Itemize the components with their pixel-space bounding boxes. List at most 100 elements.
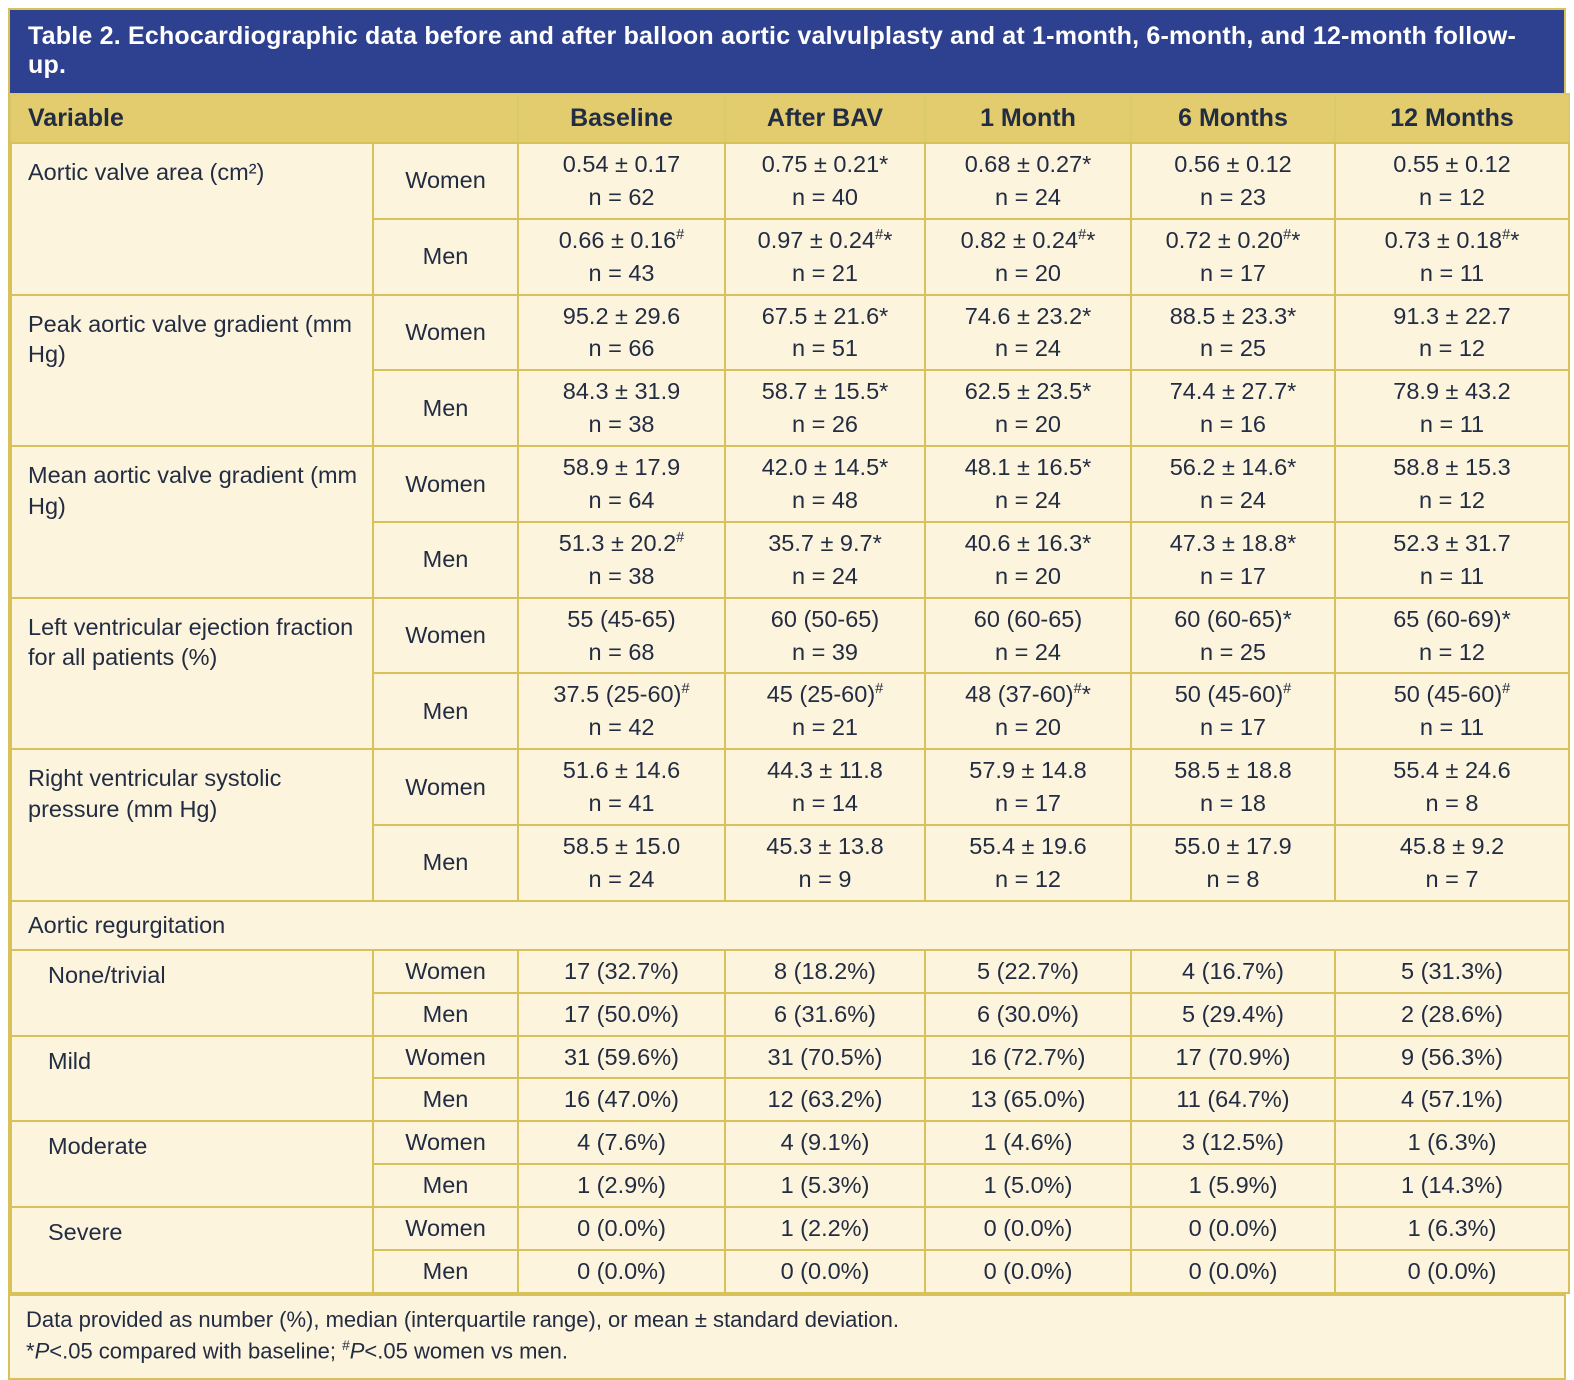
data-cell: 1 (2.9%) (517, 1163, 726, 1209)
data-cell: 1 (6.3%) (1334, 1120, 1570, 1166)
table-footnote: Data provided as number (%), median (int… (10, 1293, 1564, 1378)
cell-value: 58.9 ± 17.9 (562, 454, 681, 481)
cell-n-count: n = 26 (792, 411, 858, 438)
cell-n-count: n = 66 (588, 335, 655, 362)
cell-n-count: n = 42 (588, 714, 655, 741)
data-cell: 1 (5.0%) (924, 1163, 1132, 1209)
column-header-1-month: 1 Month (924, 93, 1132, 144)
cell-value: 4 (16.7%) (1182, 957, 1284, 984)
data-cell: 3 (12.5%) (1130, 1120, 1336, 1166)
sex-label-cell: Men (372, 1077, 519, 1123)
cell-value: 0.56 ± 0.12 (1174, 151, 1292, 177)
cell-n-count: n = 21 (792, 714, 858, 741)
cell-value: 55 (45-65) (567, 605, 676, 632)
table-row: Men 16 (47.0%) 12 (63.2%) 13 (65.0%) 11 (64.… (11, 1077, 1570, 1123)
variable-label-cell: Severe (10, 1206, 374, 1294)
data-cell: 55.4 ± 19.6 n = 12 (924, 824, 1132, 902)
cell-n-count: n = 24 (792, 562, 858, 589)
section-header-cell: Aortic regurgitation (10, 899, 1570, 951)
data-cell: 0.73 ± 0.18#* n = 11 (1334, 217, 1570, 296)
data-cell: 40.6 ± 16.3* n = 20 (924, 520, 1132, 599)
data-cell: 58.5 ± 18.8 n = 18 (1130, 748, 1336, 827)
cell-value: 0 (0.0%) (1188, 1258, 1278, 1285)
column-header-variable: Variable (10, 93, 519, 144)
cell-value: 17 (70.9%) (1175, 1043, 1291, 1070)
cell-n-count: n = 64 (588, 487, 655, 514)
data-cell: 45.3 ± 13.8 n = 9 (724, 824, 926, 902)
sex-label-cell: Women (372, 748, 519, 827)
data-cell: 31 (59.6%) (517, 1034, 726, 1080)
variable-label-cell: Mild (10, 1034, 374, 1123)
cell-value: 1 (14.3%) (1401, 1172, 1503, 1199)
cell-value: 62.5 ± 23.5* (964, 378, 1092, 405)
data-cell: 16 (72.7%) (924, 1034, 1132, 1080)
data-cell: 37.5 (25-60)# n = 42 (517, 672, 726, 751)
footnote-asterisk: * (26, 1338, 35, 1364)
cell-value: 0.72 ± 0.20#* (1165, 226, 1301, 253)
data-cell: 0 (0.0%) (1334, 1249, 1570, 1294)
cell-n-count: n = 20 (995, 411, 1061, 438)
footnote-sex-note: <.05 women vs men. (364, 1338, 569, 1364)
sex-label-cell: Men (372, 369, 519, 448)
cell-value: 0.75 ± 0.21* (761, 151, 889, 177)
cell-value: 5 (31.3%) (1401, 957, 1503, 984)
data-cell: 44.3 ± 11.8 n = 14 (724, 748, 926, 827)
footnote-p-symbol: P (34, 1338, 50, 1364)
sex-label-cell: Women (372, 1206, 519, 1252)
sex-label-cell: Women (372, 293, 519, 372)
data-cell: 58.7 ± 15.5* n = 26 (724, 369, 926, 448)
data-cell: 12 (63.2%) (724, 1077, 926, 1123)
variable-label-cell: Peak aortic valve gradient (mm Hg) (10, 293, 374, 448)
cell-value: 56.2 ± 14.6* (1169, 454, 1297, 481)
cell-value: 74.6 ± 23.2* (964, 302, 1092, 329)
data-cell: 1 (5.9%) (1130, 1163, 1336, 1209)
data-cell: 62.5 ± 23.5* n = 20 (924, 369, 1132, 448)
cell-value: 67.5 ± 21.6* (761, 302, 889, 329)
cell-value: 0.66 ± 0.16# (558, 226, 685, 253)
data-cell: 58.9 ± 17.9 n = 64 (517, 445, 726, 523)
cell-value: 0.82 ± 0.24#* (960, 226, 1096, 253)
data-cell: 0.56 ± 0.12 n = 23 (1130, 142, 1336, 220)
cell-n-count: n = 40 (792, 183, 858, 210)
cell-n-count: n = 16 (1200, 411, 1266, 438)
cell-value: 16 (72.7%) (970, 1043, 1086, 1070)
data-cell: 11 (64.7%) (1130, 1077, 1336, 1123)
cell-value: 0 (0.0%) (983, 1258, 1073, 1285)
data-cell: 51.6 ± 14.6 n = 41 (517, 748, 726, 827)
cell-value: 1 (5.0%) (983, 1172, 1073, 1199)
cell-value: 0 (0.0%) (983, 1215, 1073, 1242)
data-cell: 0 (0.0%) (724, 1249, 926, 1294)
data-cell: 74.4 ± 27.7* n = 16 (1130, 369, 1336, 448)
footnote-line-1: Data provided as number (%), median (int… (26, 1306, 899, 1332)
cell-n-count: n = 24 (1200, 487, 1266, 514)
cell-value: 4 (7.6%) (577, 1129, 666, 1156)
data-cell: 31 (70.5%) (724, 1034, 926, 1080)
cell-value: 1 (6.3%) (1407, 1129, 1497, 1156)
table-row: Men 58.5 ± 15.0 n = 24 45.3 ± 13.8 n = 9 55.4… (11, 824, 1570, 902)
table-row: Men 51.3 ± 20.2# n = 38 35.7 ± 9.7* n = 24 40… (11, 520, 1570, 599)
data-cell: 5 (22.7%) (924, 948, 1132, 994)
cell-n-count: n = 12 (1419, 335, 1485, 362)
cell-value: 0 (0.0%) (780, 1258, 870, 1285)
cell-value: 74.4 ± 27.7* (1169, 378, 1297, 405)
data-cell: 48 (37-60)#* n = 20 (924, 672, 1132, 751)
data-cell: 55.0 ± 17.9 n = 8 (1130, 824, 1336, 902)
data-cell: 58.8 ± 15.3 n = 12 (1334, 445, 1570, 523)
cell-value: 17 (50.0%) (564, 1000, 679, 1027)
cell-n-count: n = 38 (588, 411, 655, 438)
cell-value: 6 (31.6%) (774, 1000, 876, 1027)
sex-label-cell: Men (372, 672, 519, 751)
data-cell: 78.9 ± 43.2 n = 11 (1334, 369, 1570, 448)
cell-n-count: n = 38 (588, 562, 655, 589)
cell-n-count: n = 11 (1419, 411, 1485, 438)
data-cell: 45.8 ± 9.2 n = 7 (1334, 824, 1570, 902)
data-cell: 0 (0.0%) (924, 1206, 1132, 1252)
sex-label-cell: Men (372, 217, 519, 296)
sex-label-cell: Women (372, 445, 519, 523)
cell-n-count: n = 20 (995, 562, 1061, 589)
data-cell: 0 (0.0%) (1130, 1249, 1336, 1294)
cell-value: 51.3 ± 20.2# (558, 529, 685, 556)
cell-value: 58.5 ± 18.8 (1174, 757, 1292, 784)
cell-value: 78.9 ± 43.2 (1393, 378, 1511, 405)
cell-value: 31 (59.6%) (564, 1043, 679, 1070)
